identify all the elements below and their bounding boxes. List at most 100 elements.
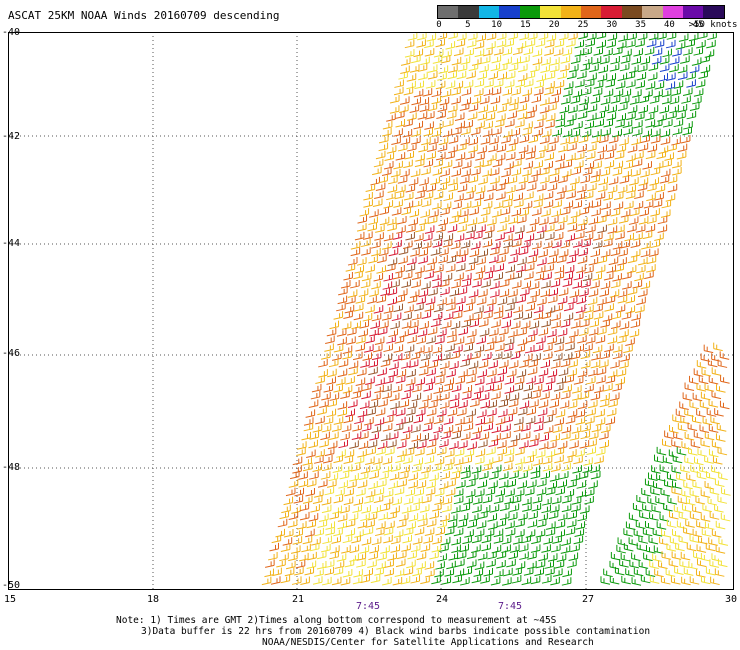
wind-barb	[460, 56, 471, 65]
wind-barb	[434, 376, 445, 385]
wind-barb	[389, 361, 399, 370]
wind-barb	[418, 288, 429, 298]
colorbar-swatch	[601, 6, 622, 18]
wind-barb	[493, 272, 503, 281]
wind-barb	[365, 519, 375, 528]
wind-barb	[411, 433, 421, 442]
wind-barb	[371, 392, 381, 401]
wind-barb	[664, 430, 674, 440]
wind-barb	[593, 311, 604, 320]
wind-barb	[593, 80, 604, 89]
wind-barb	[378, 398, 388, 408]
wind-barb	[496, 550, 507, 560]
wind-barb	[424, 270, 434, 280]
wind-barb	[310, 390, 321, 400]
wind-barb	[626, 184, 636, 194]
wind-barb	[448, 32, 458, 40]
wind-barb	[300, 576, 310, 586]
wind-barb	[549, 135, 559, 145]
wind-barb	[398, 512, 409, 522]
wind-barb	[388, 480, 398, 490]
wind-barb	[611, 310, 622, 320]
wind-barb	[583, 457, 593, 466]
wind-barb	[677, 71, 688, 81]
wind-barb	[541, 310, 552, 320]
wind-barb	[427, 64, 438, 73]
wind-barb	[527, 366, 538, 376]
wind-barb	[509, 470, 519, 480]
wind-barb	[510, 320, 521, 330]
wind-barb	[547, 408, 557, 417]
wind-barb	[560, 55, 571, 64]
wind-barb	[404, 304, 414, 313]
wind-barb	[608, 398, 618, 408]
wind-barb	[387, 184, 398, 193]
wind-barb	[508, 62, 519, 72]
wind-barb	[443, 192, 453, 202]
wind-barb	[490, 241, 501, 250]
wind-barb	[420, 209, 430, 218]
wind-barb	[548, 248, 559, 258]
wind-barb	[357, 479, 368, 489]
wind-barb	[633, 232, 643, 241]
wind-barb	[298, 479, 309, 488]
wind-barb	[554, 560, 565, 569]
wind-barb	[352, 423, 362, 432]
wind-barb	[672, 480, 682, 490]
wind-barb	[650, 166, 661, 176]
wind-barb	[650, 239, 661, 249]
wind-barb	[477, 439, 488, 448]
wind-barb	[411, 128, 421, 137]
wind-barb	[396, 369, 407, 378]
wind-barb	[494, 343, 505, 352]
wind-barb	[437, 553, 447, 562]
wind-barb	[467, 441, 477, 450]
wind-barb	[465, 296, 476, 306]
colorbar-tick-label: 20	[548, 20, 560, 30]
wind-barb	[410, 575, 421, 584]
wind-barb	[382, 128, 392, 137]
wind-barb	[604, 303, 614, 312]
wind-barb	[434, 496, 444, 505]
wind-barb	[521, 280, 531, 290]
wind-barb	[317, 519, 328, 528]
wind-barb	[396, 225, 406, 234]
wind-barb	[478, 288, 488, 298]
wind-barb	[481, 534, 492, 544]
wind-barb	[486, 335, 497, 345]
wind-barb	[424, 48, 435, 57]
wind-barb	[370, 574, 381, 584]
wind-barb	[481, 352, 492, 361]
wind-barb	[550, 392, 561, 401]
wind-barb	[438, 439, 449, 448]
wind-barb	[590, 248, 600, 258]
wind-barb	[378, 512, 388, 521]
wind-barb	[599, 439, 609, 449]
wind-barb	[539, 97, 550, 106]
wind-barb	[487, 521, 498, 530]
wind-barb	[383, 305, 394, 314]
wind-barb	[639, 510, 649, 520]
wind-barb	[616, 368, 627, 377]
wind-barb	[526, 479, 537, 489]
wind-barb	[589, 63, 599, 73]
wind-barb	[302, 535, 313, 545]
wind-barb	[424, 225, 435, 234]
wind-barb	[581, 87, 592, 96]
wind-barb	[647, 143, 658, 153]
wind-barb	[592, 232, 603, 241]
wind-barb	[654, 568, 664, 578]
wind-barb	[387, 287, 398, 296]
wind-barb	[543, 199, 554, 209]
wind-barb	[569, 289, 580, 298]
wind-barb	[417, 512, 427, 522]
wind-barb	[533, 311, 543, 321]
wind-barb	[576, 184, 587, 193]
wind-barb	[317, 406, 327, 416]
wind-barb	[401, 360, 411, 369]
wind-barb	[501, 536, 512, 545]
wind-barb	[398, 255, 408, 265]
wind-barb	[425, 376, 436, 386]
wind-barb	[567, 223, 578, 232]
wind-barb	[544, 152, 554, 161]
